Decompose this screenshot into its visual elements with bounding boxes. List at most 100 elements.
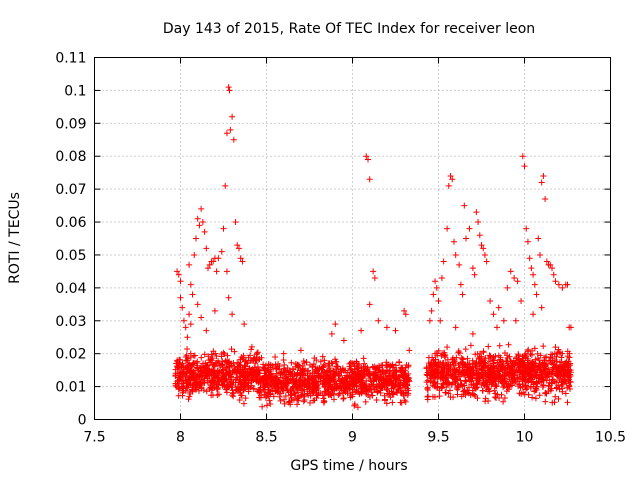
data-point: [486, 388, 493, 395]
data-point: [555, 281, 562, 288]
x-tick-label: 9: [348, 430, 357, 446]
data-point: [364, 364, 371, 371]
data-point: [265, 386, 272, 393]
data-point: [522, 369, 529, 376]
data-point: [426, 317, 433, 324]
data-point: [213, 382, 220, 389]
data-point: [194, 215, 201, 222]
data-point: [286, 398, 293, 405]
data-point: [386, 368, 393, 375]
data-point: [459, 367, 466, 374]
data-point: [232, 219, 239, 226]
data-point: [483, 384, 490, 391]
data-point: [194, 301, 201, 308]
data-point: [178, 364, 185, 371]
data-point: [198, 205, 205, 212]
data-point: [333, 363, 340, 370]
data-point: [319, 353, 326, 360]
chart-title: Day 143 of 2015, Rate Of TEC Index for r…: [163, 21, 535, 37]
data-point: [524, 348, 531, 355]
data-point: [480, 349, 487, 356]
data-point: [266, 376, 273, 383]
data-point: [542, 196, 549, 203]
data-point: [546, 379, 553, 386]
data-point: [191, 251, 198, 258]
data-point: [467, 342, 474, 349]
data-point: [553, 353, 560, 360]
data-point: [367, 375, 374, 382]
grid-lines: [94, 57, 611, 420]
data-point: [483, 258, 490, 265]
data-point: [320, 375, 327, 382]
data-point: [350, 382, 357, 389]
data-point: [376, 383, 383, 390]
data-point: [312, 366, 319, 373]
data-point: [495, 304, 502, 311]
data-point: [223, 365, 230, 372]
data-point: [363, 153, 370, 160]
data-point: [523, 353, 530, 360]
data-point: [196, 382, 203, 389]
data-point: [457, 360, 464, 367]
data-point: [550, 271, 557, 278]
data-point: [475, 219, 482, 226]
data-point: [440, 359, 447, 366]
data-point: [229, 113, 236, 120]
data-point: [374, 374, 381, 381]
data-point: [276, 378, 283, 385]
data-point: [438, 385, 445, 392]
data-point: [326, 377, 333, 384]
data-point: [503, 388, 510, 395]
data-point: [510, 369, 517, 376]
data-point: [371, 274, 378, 281]
data-point: [360, 355, 367, 362]
data-point: [505, 341, 512, 348]
data-point: [463, 378, 470, 385]
data-point: [346, 384, 353, 391]
data-point: [529, 394, 536, 401]
data-point: [480, 245, 487, 252]
data-point: [295, 394, 302, 401]
data-point: [519, 153, 526, 160]
data-point: [321, 398, 328, 405]
data-point: [522, 378, 529, 385]
data-point: [442, 389, 449, 396]
x-tick-label: 8: [176, 430, 185, 446]
data-point: [400, 369, 407, 376]
data-point: [453, 385, 460, 392]
data-point: [425, 354, 432, 361]
data-point: [505, 370, 512, 377]
data-point: [218, 351, 225, 358]
data-point: [344, 388, 351, 395]
data-point: [522, 386, 529, 393]
data-point: [373, 365, 380, 372]
data-point: [552, 393, 559, 400]
data-point: [281, 366, 288, 373]
data-point: [261, 370, 268, 377]
data-point: [324, 386, 331, 393]
x-tick-label: 9.5: [427, 430, 449, 446]
data-point: [278, 384, 285, 391]
data-point: [288, 359, 295, 366]
data-point: [406, 347, 413, 354]
data-point: [526, 370, 533, 377]
data-point: [403, 389, 410, 396]
data-point: [225, 84, 232, 91]
x-tick-label: 8.5: [255, 430, 277, 446]
data-point: [179, 304, 186, 311]
data-point: [349, 375, 356, 382]
data-point: [556, 359, 563, 366]
data-point: [184, 357, 191, 364]
data-point: [555, 372, 562, 379]
data-point: [500, 398, 507, 405]
data-point: [490, 379, 497, 386]
data-point: [448, 381, 455, 388]
data-point: [389, 399, 396, 406]
data-point: [280, 356, 287, 363]
data-point: [431, 394, 438, 401]
data-point: [195, 379, 202, 386]
y-tick-label: 0.04: [55, 281, 86, 297]
data-point: [541, 354, 548, 361]
data-point: [533, 371, 540, 378]
data-point: [460, 391, 467, 398]
